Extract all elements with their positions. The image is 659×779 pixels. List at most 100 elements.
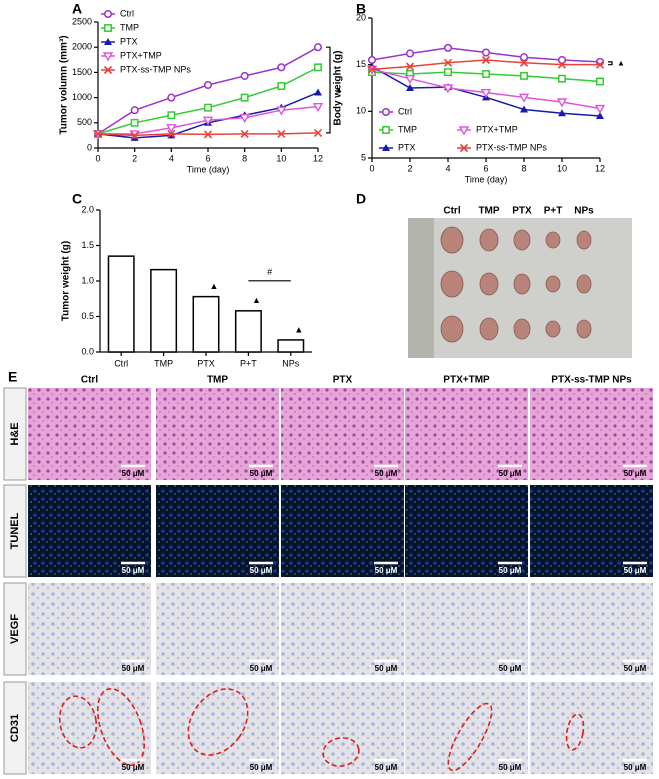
micrograph [156,682,279,774]
panel-label: D [356,191,366,207]
marker [406,84,414,91]
marker [203,130,213,139]
row-label-box [3,681,27,775]
tumor [440,315,464,343]
marker [167,129,176,138]
x-tick-label: Ctrl [114,358,128,368]
legend-label: PTX+TMP [476,124,518,134]
scale-bar-label: 50 μM [375,763,398,772]
x-tick-label: P+T [240,358,257,368]
marker [405,49,415,58]
vessel-outline [187,688,249,756]
x-tick-label: 8 [521,163,526,173]
photo-label: NPs [574,206,594,217]
panel-label: B [356,1,366,17]
annotation: ▲ [335,85,343,94]
legend-label: Ctrl [120,8,134,18]
marker [480,88,492,99]
legend-label: TMP [398,124,417,134]
bar [107,255,135,353]
marker [596,77,604,86]
x-tick-label: 4 [445,163,450,173]
y-tick-label: 1000 [72,92,92,102]
y-axis-label: Tumor weight (g) [61,241,72,321]
photo-label: TMP [478,206,499,217]
marker [481,48,491,57]
scale-bar-label: 50 μM [122,566,145,575]
y-tick-label: 2500 [72,16,92,26]
y-axis-label: Body weight (g) [333,51,344,126]
row-label-box [3,484,27,578]
tumor [513,229,531,251]
vessel-outline [322,737,360,767]
panel-label: E [8,369,17,385]
y-tick-label: 0.5 [81,311,94,321]
vessel-outline [58,695,98,749]
photo-label: PTX [512,206,532,217]
micrograph [281,388,404,480]
tumor [440,226,464,254]
bracket [326,46,331,134]
significance-label: # [267,267,272,277]
marker [595,60,605,69]
marker [102,52,114,62]
x-tick-label: TMP [154,358,173,368]
marker [130,106,139,115]
y-tick-label: 2.0 [81,204,94,214]
marker [204,103,212,112]
scale-bar-label: 50 μM [375,469,398,478]
marker [240,129,249,138]
marker [442,84,454,94]
column-header: TMP [207,375,228,386]
tumor [479,317,499,341]
tumor [576,230,592,250]
y-tick-label: 0 [87,142,92,152]
micrograph [28,388,151,480]
marker [594,104,606,114]
marker [276,106,287,116]
micrograph [281,682,404,774]
photo-label: Ctrl [443,206,460,217]
x-tick-label: 12 [313,153,323,163]
marker [277,129,286,138]
y-tick-label: 1.5 [81,240,94,250]
ruler [408,218,434,358]
scale-bar-label: 50 μM [499,763,522,772]
tumor [545,320,561,338]
tumor [576,319,592,339]
scale-bar-label: 50 μM [499,469,522,478]
marker [518,93,530,103]
marker [93,129,103,138]
tumor [479,272,499,296]
x-tick-label: 2 [407,163,412,173]
x-tick-label: 6 [483,163,488,173]
marker [240,93,249,102]
micrograph [28,485,151,577]
micrograph [530,485,653,577]
marker [556,98,568,108]
scale-bar-label: 50 μM [375,566,398,575]
marker [167,93,176,102]
y-axis-label: Tumor volumn (mm³) [59,35,70,134]
y-tick-label: 1.0 [81,275,94,285]
x-tick-label: NPs [282,358,300,368]
x-axis-label: Time (day) [465,174,508,184]
micrograph [405,485,528,577]
bar [234,310,262,353]
marker [382,144,390,151]
legend-label: PTX+TMP [120,50,162,60]
x-tick-label: 0 [369,163,374,173]
micrograph [28,583,151,675]
marker [312,102,324,113]
row-label-box [3,387,27,481]
scale-bar-label: 50 μM [624,566,647,575]
micrograph [530,583,653,675]
annotation: ▲ [252,295,261,305]
scale-bar-label: 50 μM [250,763,273,772]
marker [239,114,250,124]
annotation: ▲ [294,324,303,334]
x-axis-label: Time (day) [187,164,230,174]
micrograph [28,682,151,774]
x-tick-label: 12 [595,163,605,173]
column-header: PTX-ss-TMP NPs [551,375,632,386]
